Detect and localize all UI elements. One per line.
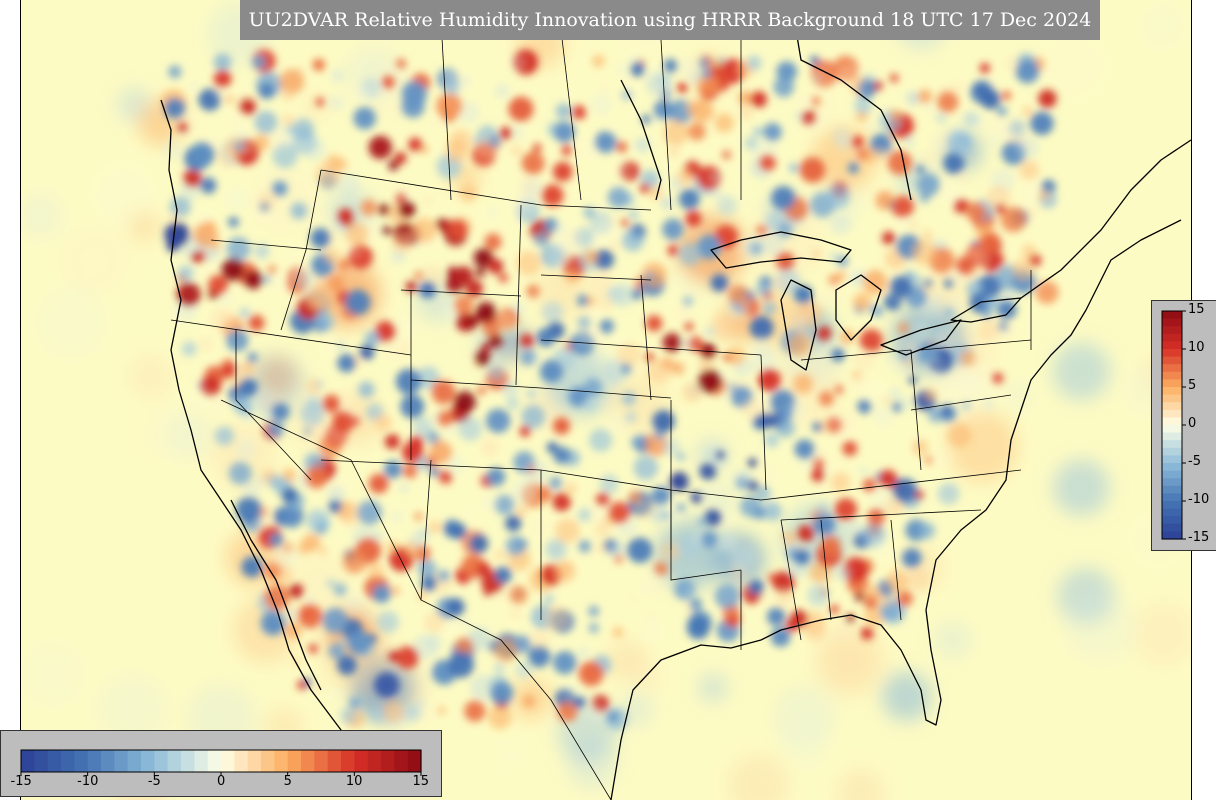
colorbar-swatch xyxy=(261,750,275,772)
colorbar-tick-label: -15 xyxy=(1188,530,1210,545)
colorbar-swatch xyxy=(1162,349,1182,358)
colorbar-swatch xyxy=(274,750,289,772)
colorbar-vertical: 15 10 5 0 -5 -10 -15 xyxy=(1151,300,1216,551)
colorbar-swatch xyxy=(114,750,129,772)
colorbar-tick-label: 0 xyxy=(1188,416,1197,431)
colorbar-swatch xyxy=(301,750,315,772)
colorbar-swatch xyxy=(407,750,422,772)
colorbar-swatch xyxy=(1162,356,1182,365)
colorbar-swatch xyxy=(381,750,395,772)
colorbar-swatch xyxy=(1162,508,1182,517)
colorbar-swatch xyxy=(1162,394,1182,403)
state-borders xyxy=(170,19,1032,800)
colorbar-swatch xyxy=(167,750,182,772)
colorbar-swatch xyxy=(1162,425,1182,434)
colorbar-tick-label: -10 xyxy=(77,774,99,789)
colorbar-swatch xyxy=(327,750,342,772)
colorbar-swatch xyxy=(234,750,249,772)
innovation-field-detail xyxy=(160,49,1059,731)
colorbar-swatch xyxy=(127,750,142,772)
colorbar-swatch xyxy=(1162,311,1182,320)
colorbar-swatch xyxy=(221,750,235,772)
colorbar-tick-label: 0 xyxy=(217,774,226,789)
colorbar-swatch xyxy=(1162,440,1182,449)
colorbar-swatch xyxy=(1162,432,1182,441)
colorbar-swatch xyxy=(61,750,75,772)
colorbar-swatch xyxy=(194,750,209,772)
colorbar-swatch xyxy=(154,750,169,772)
colorbar-swatch xyxy=(1162,387,1182,396)
colorbar-swatch xyxy=(1162,531,1182,540)
colorbar-swatch xyxy=(1162,402,1182,411)
colorbar-tick-label: -5 xyxy=(147,774,161,789)
colorbar-swatch xyxy=(1162,326,1182,335)
colorbar-tick-label: -5 xyxy=(1188,454,1201,469)
colorbar-swatch xyxy=(1162,409,1182,418)
colorbar-swatch xyxy=(47,750,62,772)
colorbar-swatch xyxy=(207,750,222,772)
colorbar-swatch xyxy=(1162,478,1182,487)
colorbar-swatch xyxy=(87,750,102,772)
colorbar-swatch xyxy=(1162,523,1182,532)
colorbar-swatch xyxy=(1162,333,1182,342)
colorbar-swatch xyxy=(1162,447,1182,456)
colorbar-swatch xyxy=(1162,379,1182,388)
colorbar-swatch xyxy=(21,750,35,772)
colorbar-swatch xyxy=(367,750,382,772)
colorbar-swatch xyxy=(1162,493,1182,502)
colorbar-tick-label: 15 xyxy=(412,774,430,789)
colorbar-swatch xyxy=(34,750,49,772)
colorbar-swatch xyxy=(1162,318,1182,327)
colorbar-swatch xyxy=(287,750,302,772)
map-panel xyxy=(20,0,1192,800)
colorbar-horizontal-ramp xyxy=(20,749,422,776)
colorbar-swatch xyxy=(1162,516,1182,525)
map-title: UU2DVAR Relative Humidity Innovation usi… xyxy=(240,0,1100,40)
colorbar-tick-label: 10 xyxy=(345,774,363,789)
colorbar-swatch xyxy=(1162,485,1182,494)
colorbar-tick-label: 5 xyxy=(283,774,292,789)
colorbar-swatch xyxy=(1162,501,1182,510)
colorbar-swatch xyxy=(314,750,329,772)
colorbar-swatch xyxy=(181,750,195,772)
colorbar-swatch xyxy=(141,750,155,772)
colorbar-swatch xyxy=(247,750,262,772)
colorbar-swatch xyxy=(101,750,115,772)
innovation-field-map xyxy=(21,0,1191,800)
colorbar-swatch xyxy=(74,750,89,772)
colorbar-tick-label: 10 xyxy=(1188,340,1205,355)
colorbar-swatch xyxy=(354,750,369,772)
colorbar-swatch xyxy=(341,750,355,772)
colorbar-swatch xyxy=(1162,364,1182,373)
colorbar-swatch xyxy=(1162,417,1182,426)
colorbar-tick-label: -10 xyxy=(1188,492,1210,507)
colorbar-tick-label: 5 xyxy=(1188,378,1197,393)
colorbar-swatch xyxy=(1162,341,1182,350)
colorbar-vertical-ramp xyxy=(1161,310,1186,540)
colorbar-swatch xyxy=(394,750,409,772)
colorbar-swatch xyxy=(1162,470,1182,479)
colorbar-swatch xyxy=(1162,455,1182,464)
colorbar-tick-label: -15 xyxy=(10,774,32,789)
colorbar-tick-label: 15 xyxy=(1188,302,1205,317)
colorbar-swatch xyxy=(1162,371,1182,380)
coastline-and-borders xyxy=(160,0,1191,800)
colorbar-swatch xyxy=(1162,463,1182,472)
colorbar-horizontal: -15 -10 -5 0 5 10 15 xyxy=(0,730,442,797)
